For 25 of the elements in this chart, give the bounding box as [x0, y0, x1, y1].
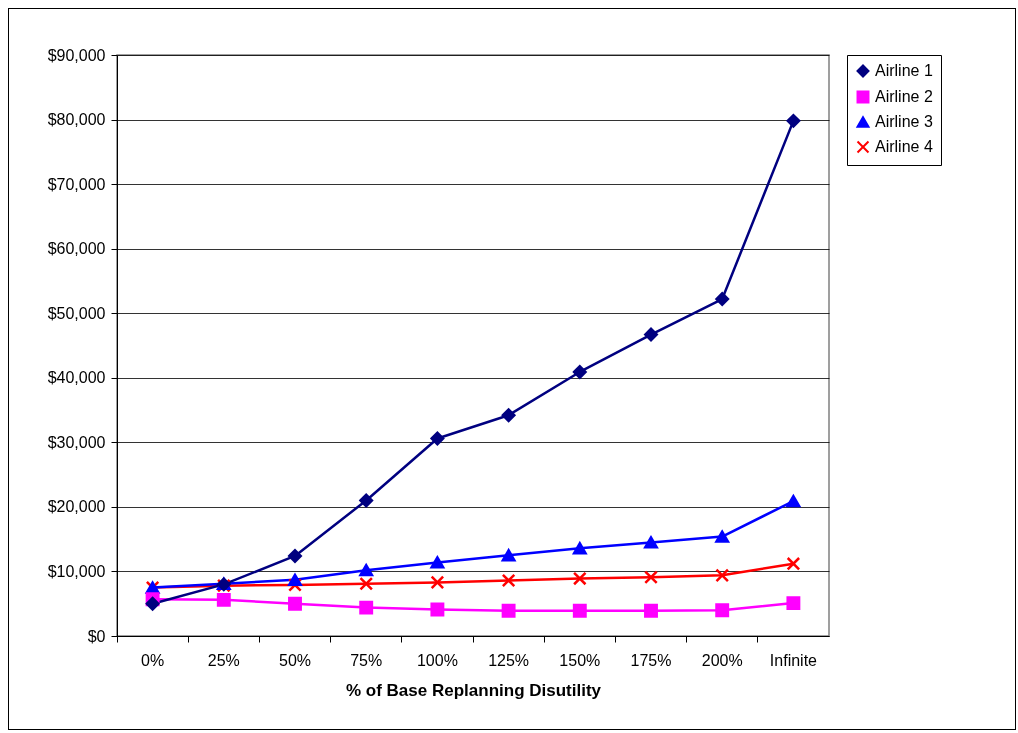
legend-label: Airline 2	[875, 88, 933, 105]
x-tick-label: 50%	[278, 651, 312, 669]
y-tick-label: $10,000	[47, 562, 106, 580]
y-tick-label: $40,000	[47, 369, 106, 387]
y-tick-label: $50,000	[47, 304, 106, 322]
y-tick-label: $80,000	[47, 111, 106, 129]
x-tick-label: Infinite	[769, 651, 818, 669]
y-tick-label: $60,000	[47, 240, 106, 258]
y-tick-label: $70,000	[47, 175, 106, 193]
x-tick-label: 150%	[559, 651, 601, 669]
y-tick-label: $0	[87, 627, 106, 645]
y-tick-label: $30,000	[47, 433, 106, 451]
x-tick-label: 100%	[416, 651, 458, 669]
x-tick-label: 175%	[630, 651, 672, 669]
x-tick-label: 0%	[141, 651, 165, 669]
legend-label: Airline 3	[875, 113, 933, 130]
x-tick-label: 25%	[207, 651, 240, 669]
x-axis-title: % of Base Replanning Disutility	[345, 680, 602, 700]
x-tick-label: 75%	[350, 651, 383, 669]
legend-label: Airline 4	[875, 138, 933, 155]
x-tick-label: 200%	[701, 651, 743, 669]
y-tick-label: $90,000	[47, 46, 106, 64]
legend-label: Airline 1	[875, 62, 933, 79]
x-tick-label: 125%	[488, 651, 530, 669]
y-tick-label: $20,000	[47, 498, 106, 516]
